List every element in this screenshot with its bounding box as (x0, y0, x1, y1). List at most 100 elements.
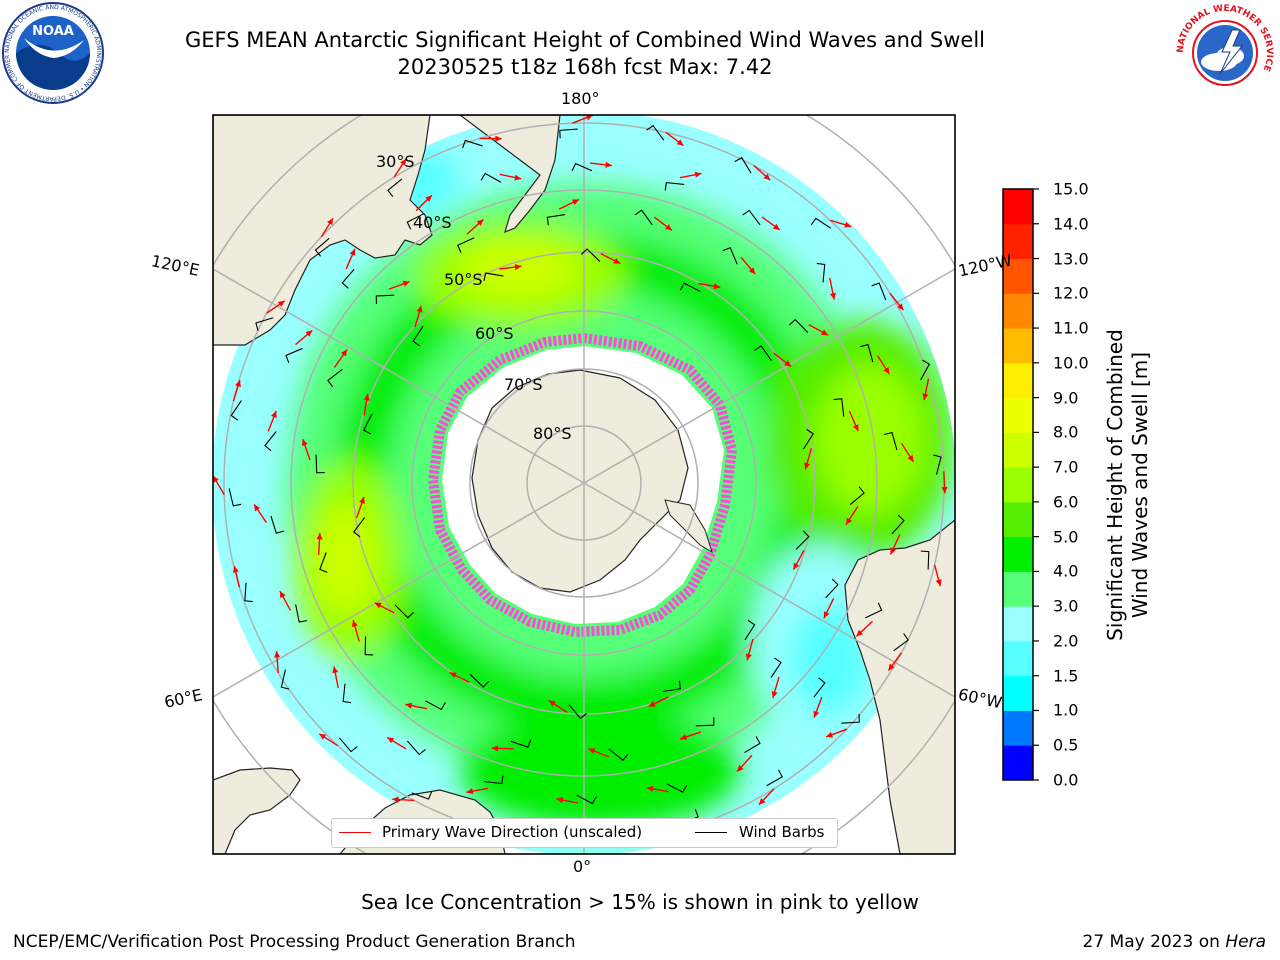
wave-arrow-head (332, 666, 339, 674)
wave-arrow-head (351, 620, 358, 628)
wave-arrow-head (829, 292, 836, 300)
wind-barb (341, 268, 355, 289)
wind-barb (314, 237, 330, 257)
wave-arrow-head (213, 475, 219, 483)
wave-arrow-head (804, 462, 810, 470)
wave-arrow-head (676, 139, 684, 146)
wave-arrow-head (571, 199, 579, 205)
wave-arrow-head (646, 785, 654, 792)
wind-barb (315, 454, 325, 474)
colorbar-tick-label: 3.0 (1053, 596, 1079, 616)
wind-barb (744, 736, 761, 754)
wind-barb (860, 344, 874, 363)
legend-wave-label: Primary Wave Direction (unscaled) (382, 823, 643, 841)
wave-arrow-head (793, 562, 800, 570)
wave-arrow-head (588, 748, 596, 754)
wind-barb (244, 582, 253, 603)
wave-arrow-head (907, 454, 914, 462)
wave-arrow-head (745, 653, 752, 661)
wave-arrow-head (476, 219, 484, 226)
wave-arrow-head (844, 221, 852, 228)
wave-arrow-head (585, 115, 593, 121)
colorbar-tick-label: 4.0 (1053, 561, 1079, 581)
colorbar-bin (1003, 536, 1033, 572)
wind-barb (483, 272, 504, 281)
wave-arrow-head (821, 329, 829, 336)
wind-barb (666, 783, 688, 793)
colorbar-bin (1003, 328, 1033, 364)
colorbar-tick-label: 8.0 (1053, 422, 1079, 442)
wind-barb (319, 552, 328, 573)
footer-date: 27 May 2023 on Hera (1083, 932, 1267, 952)
wind-barb (327, 368, 343, 388)
wind-barb (510, 739, 532, 748)
colorbar-tick-label: 13.0 (1053, 249, 1089, 269)
wind-barb (849, 486, 865, 505)
wind-barb (608, 748, 629, 761)
colorbar-frame (1002, 188, 1034, 781)
wind-barb (664, 181, 685, 191)
wave-arrow-head (491, 745, 499, 752)
wind-barb (893, 633, 909, 652)
wave-arrow-head (495, 135, 502, 142)
chart-subtitle: 20230525 t18z 168h fcst Max: 7.42 (397, 55, 773, 79)
wind-barb (342, 683, 352, 704)
wind-barb (933, 454, 942, 475)
wave-arrow-head (856, 629, 864, 637)
colorbar-bin (1003, 675, 1033, 711)
wind-barb (228, 488, 242, 507)
wind-barb (695, 717, 715, 727)
australia (213, 115, 433, 346)
colorbar-bin (1003, 258, 1033, 294)
land-masses (213, 115, 955, 854)
colorbar-tick-label: 0.5 (1053, 735, 1079, 755)
wave-arrow-head (271, 411, 277, 418)
wind-barb (411, 791, 433, 800)
wave-arrow-head (883, 367, 890, 375)
wind-barb (920, 550, 930, 570)
wave-arrow-head (846, 517, 853, 525)
wind-barb (338, 737, 358, 753)
meridian-label-180: 180° (561, 89, 600, 108)
wave-arrow-head (813, 710, 820, 718)
colorbar-bin (1003, 501, 1033, 538)
wave-arrow-head (392, 796, 399, 803)
wave-arrow-head (897, 303, 904, 311)
wave-arrow-head (556, 797, 564, 804)
colorbar-tick-label: 10.0 (1053, 353, 1089, 373)
wave-arrow-head (235, 380, 241, 388)
wind-barb (788, 318, 809, 333)
wind-barb (353, 517, 366, 538)
wave-arrow-head (327, 218, 334, 226)
footer-credit: NCEP/EMC/Verification Post Processing Pr… (13, 932, 576, 952)
wave-arrow-head (279, 591, 286, 599)
footer-date-text: 27 May 2023 on (1082, 932, 1226, 952)
wind-barb (766, 769, 783, 787)
wave-direction-arrows (213, 115, 948, 844)
colorbar-bin (1003, 362, 1033, 399)
meridian-lines (213, 115, 955, 854)
wind-barb (884, 431, 898, 451)
wave-arrow-head (763, 173, 771, 181)
wave-arrow-head (400, 158, 407, 166)
wave-arrow-head (254, 504, 261, 512)
wave-arrow-head (826, 731, 834, 738)
wave-arrow-head (316, 532, 323, 540)
legend-wave-swatch (339, 832, 371, 833)
wave-arrow-head (758, 798, 766, 805)
latitude-label-30s: 30°S (376, 152, 415, 171)
wave-arrow-head (349, 248, 356, 256)
wave-arrow-head (301, 439, 308, 447)
colorbar-tick-label: 0.0 (1053, 770, 1079, 790)
colorbar-tick-label: 15.0 (1053, 179, 1089, 199)
wind-barb (816, 262, 826, 283)
wave-arrow-head (466, 788, 474, 795)
wave-arrow-head (514, 174, 522, 181)
wave-arrow-head (363, 393, 370, 401)
wind-barb (722, 246, 738, 265)
wind-barb (920, 359, 931, 381)
wave-arrow-head (359, 497, 365, 504)
wave-arrow-head (771, 691, 778, 699)
wave-arrow-head (374, 602, 382, 609)
wind-barb (810, 217, 832, 229)
